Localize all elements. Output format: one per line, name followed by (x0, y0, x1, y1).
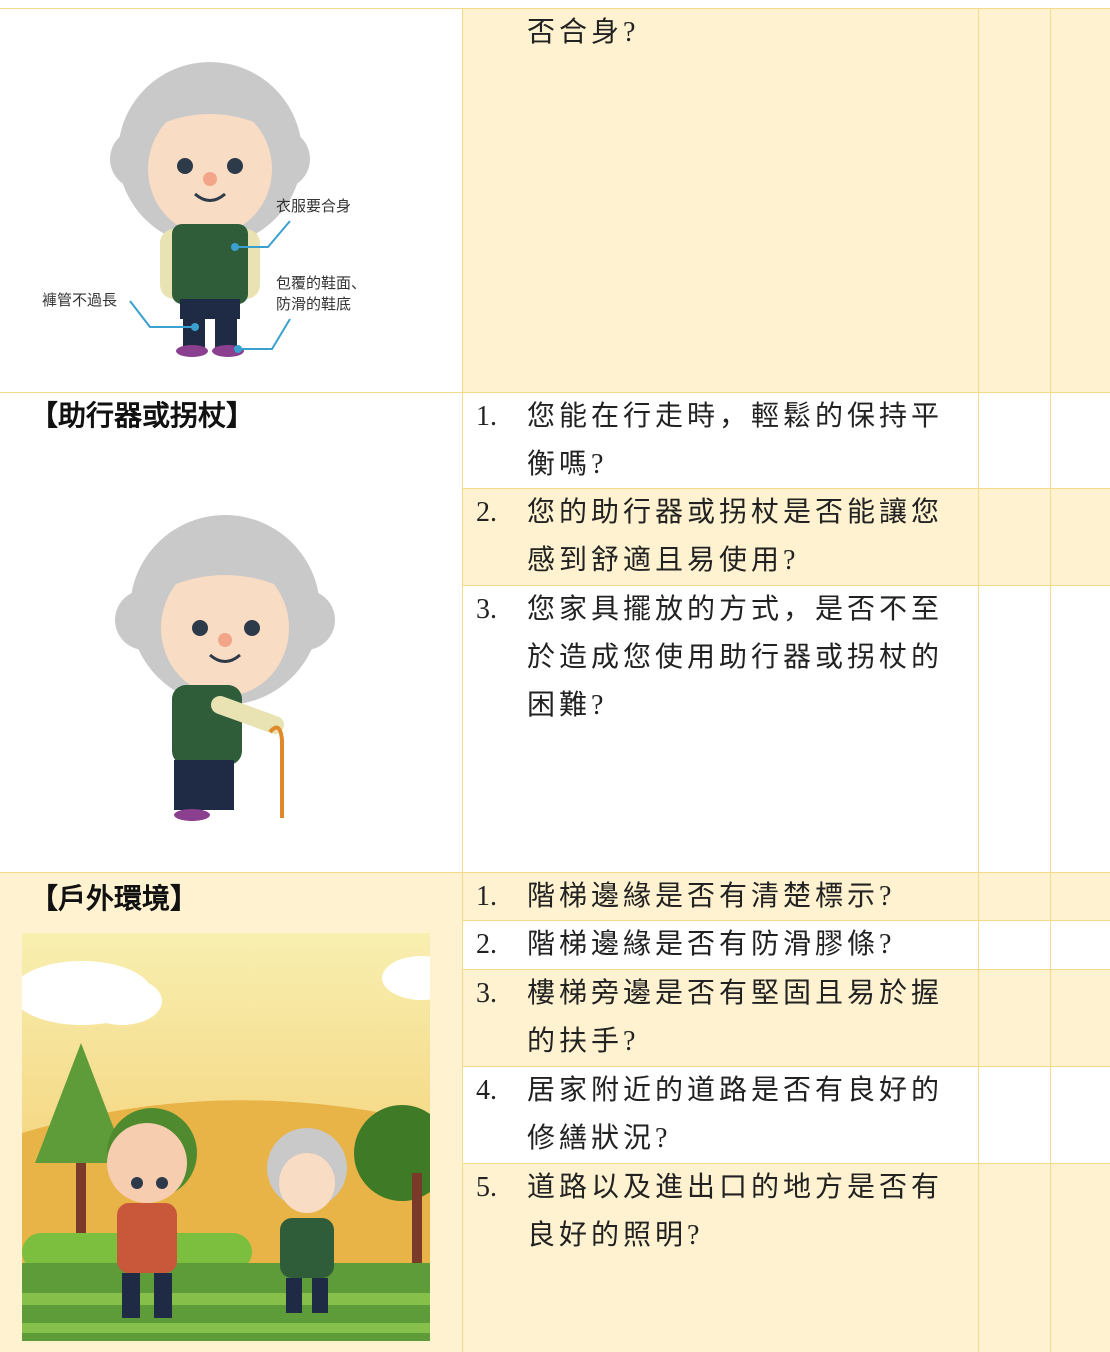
item-text: 階梯邊緣是否有防滑膠條? (527, 929, 896, 960)
item-text: 否合身? (527, 17, 640, 48)
rule (978, 8, 979, 1352)
rule (0, 872, 1110, 873)
row-shade (462, 969, 1110, 1066)
rule (462, 585, 1110, 586)
rule (0, 8, 1110, 9)
item-number: 2. (476, 929, 497, 960)
item-text: 道路以及進出口的地方是否有良好的照明? (527, 1172, 944, 1251)
rule (462, 920, 1110, 921)
item-number: 1. (476, 401, 497, 432)
item-text: 您家具擺放的方式，是否不至於造成您使用助行器或拐杖的困難? (527, 594, 944, 721)
figure-label: 防滑的鞋底 (276, 295, 351, 313)
figure-label: 衣服要合身 (276, 197, 351, 215)
row-shade (462, 1163, 1110, 1352)
item: 1. 階梯邊緣是否有清楚標示? (476, 873, 956, 921)
row-shade (462, 488, 1110, 585)
rule (462, 969, 1110, 970)
item: 4. 居家附近的道路是否有良好的修繕狀況? (476, 1067, 956, 1163)
item: 3. 樓梯旁邊是否有堅固且易於握的扶手? (476, 970, 956, 1066)
item: 2. 您的助行器或拐杖是否能讓您感到舒適且易使用? (476, 489, 956, 585)
item-number: 3. (476, 594, 497, 625)
item: 5. 道路以及進出口的地方是否有良好的照明? (476, 1164, 956, 1260)
item-number: 5. (476, 1172, 497, 1203)
figure-label: 褲管不過長 (42, 291, 117, 309)
item-number: 3. (476, 978, 497, 1009)
item: 2. 階梯邊緣是否有防滑膠條? (476, 921, 956, 969)
item: 1. 您能在行走時，輕鬆的保持平衡嗎? (476, 393, 956, 489)
section-heading: 【戶外環境】 (30, 884, 199, 915)
item-text: 階梯邊緣是否有清楚標示? (527, 881, 896, 912)
item: 否合身? (476, 9, 956, 57)
item-number: 1. (476, 881, 497, 912)
rule (1050, 8, 1051, 1352)
rule (462, 8, 463, 1352)
row-shade (462, 872, 1110, 920)
item-number: 2. (476, 497, 497, 528)
figure-label: 包覆的鞋面、 (276, 274, 366, 292)
item-text: 樓梯旁邊是否有堅固且易於握的扶手? (527, 978, 944, 1057)
rule (462, 1066, 1110, 1067)
item-text: 居家附近的道路是否有良好的修繕狀況? (527, 1075, 944, 1154)
rule (0, 392, 1110, 393)
figure-dress: 衣服要合身 包覆的鞋面、 防滑的鞋底 褲管不過長 (42, 62, 366, 357)
item-text: 您能在行走時，輕鬆的保持平衡嗎? (527, 401, 944, 480)
item: 3. 您家具擺放的方式，是否不至於造成您使用助行器或拐杖的困難? (476, 586, 956, 730)
rule (462, 488, 1110, 489)
rule (462, 1163, 1110, 1164)
item-number: 4. (476, 1075, 497, 1106)
figure-outdoor (22, 933, 430, 1341)
section-heading: 【助行器或拐杖】 (30, 401, 255, 432)
item-text: 您的助行器或拐杖是否能讓您感到舒適且易使用? (527, 497, 944, 576)
figure-cane (115, 515, 335, 821)
row-shade (462, 8, 1110, 392)
